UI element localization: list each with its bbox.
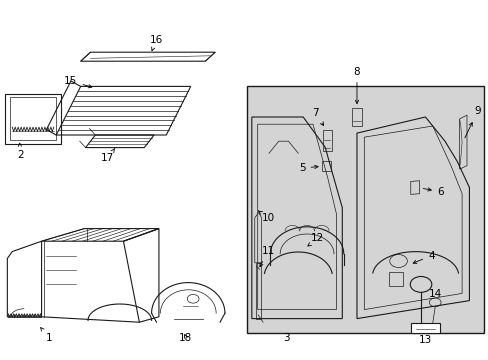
Text: 1: 1 [41,328,52,343]
Text: 16: 16 [149,35,163,51]
Bar [10,97,56,140]
Text: 18: 18 [179,333,192,343]
Text: 2: 2 [17,143,24,160]
Text: 13: 13 [418,335,431,345]
Text: 9: 9 [464,107,480,138]
Text: 11: 11 [260,246,274,267]
Text: 10: 10 [258,211,274,223]
Text: 8: 8 [353,67,360,104]
Text: 14: 14 [428,289,442,299]
Text: 15: 15 [64,76,92,88]
Text: 6: 6 [423,187,444,197]
Bar [410,323,439,333]
Text: 12: 12 [307,233,324,246]
Text: 7: 7 [311,108,323,125]
Bar [321,161,330,171]
Bar [388,272,403,286]
Bar [5,94,61,144]
Text: 4: 4 [412,251,434,264]
Bar [246,86,483,333]
Text: 3: 3 [282,333,289,343]
Text: 17: 17 [101,148,115,163]
Text: 5: 5 [298,163,317,173]
